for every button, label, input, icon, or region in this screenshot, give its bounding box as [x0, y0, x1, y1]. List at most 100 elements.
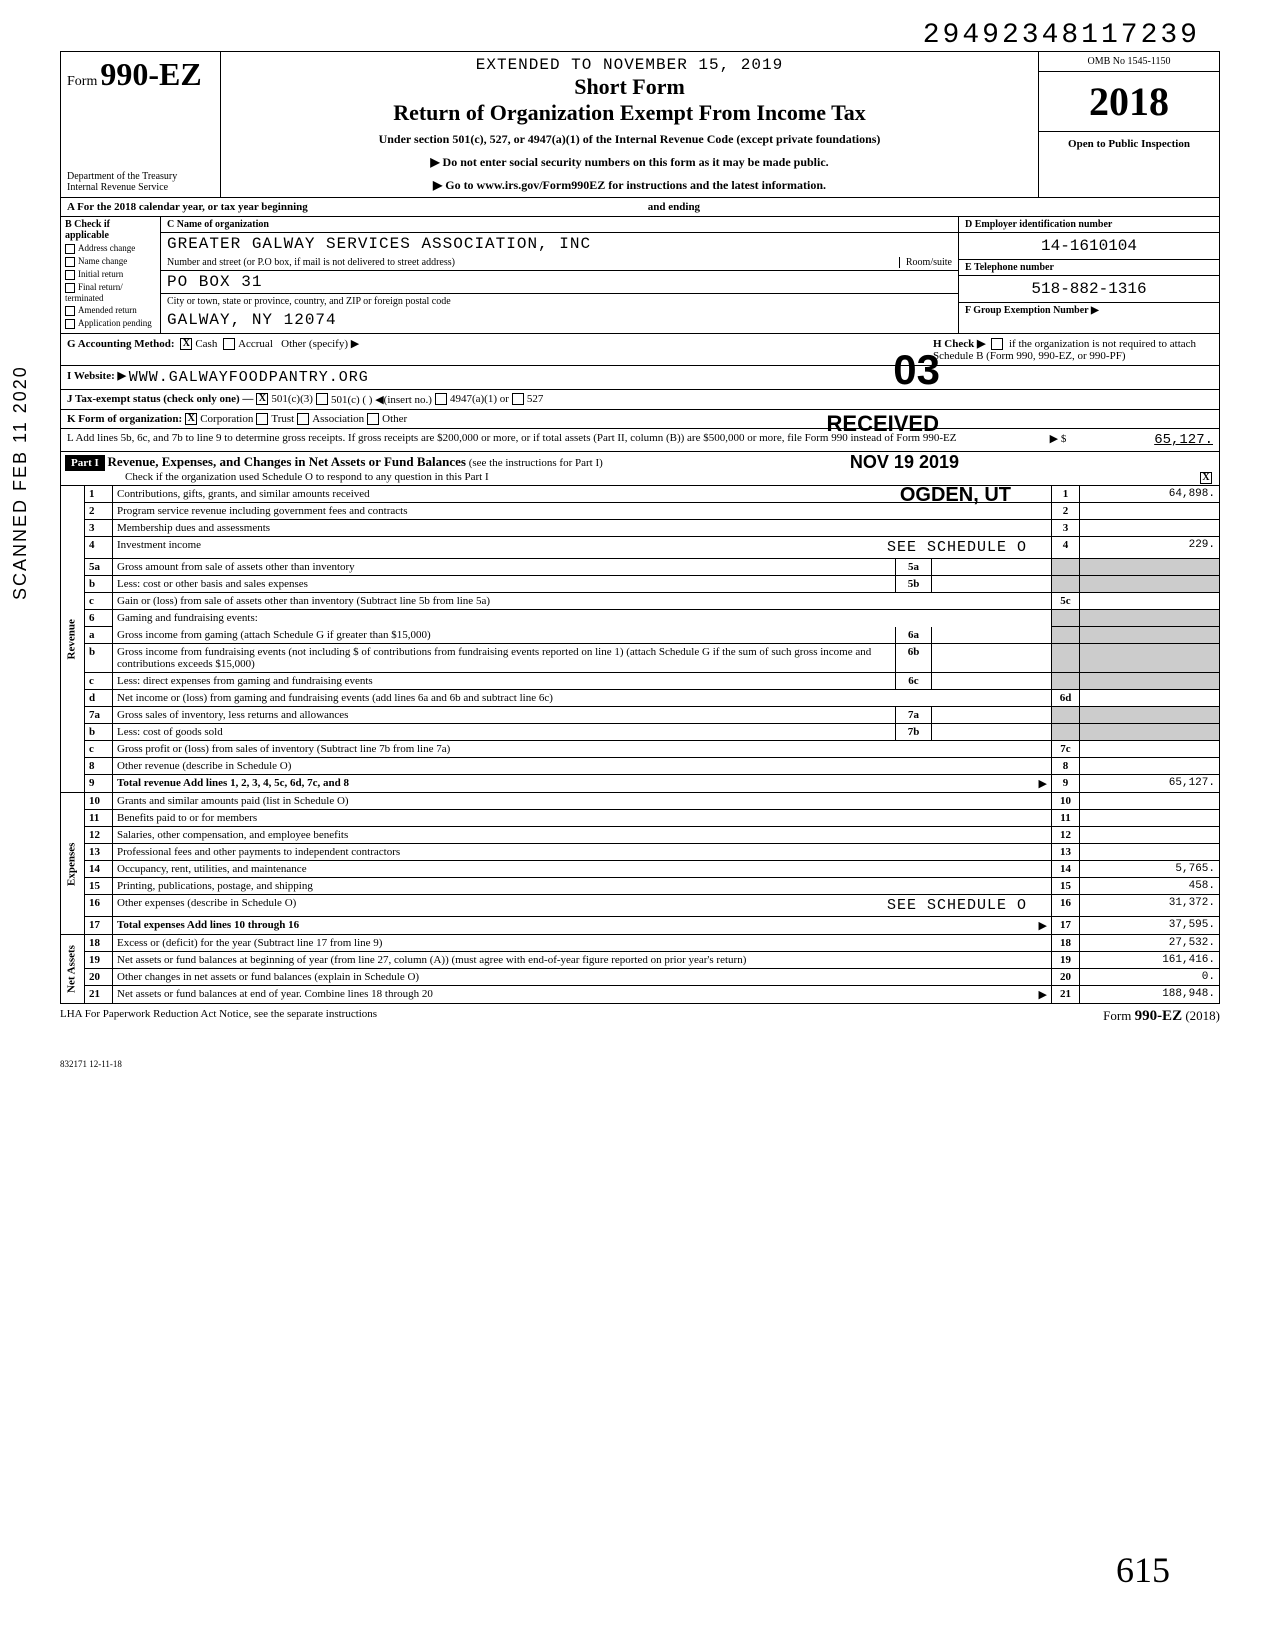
part-i-title: Revenue, Expenses, and Changes in Net As… — [108, 454, 466, 469]
line-19-desc: Net assets or fund balances at beginning… — [113, 952, 1052, 969]
accrual-checkbox[interactable] — [223, 338, 235, 350]
line-18-amount: 27,532. — [1080, 935, 1220, 952]
line-14-amount: 5,765. — [1080, 861, 1220, 878]
i-label: I Website: ▶ — [67, 369, 126, 386]
website-value: WWW.GALWAYFOODPANTRY.ORG — [129, 369, 369, 386]
subcol: 5b — [896, 576, 932, 593]
revenue-section-label: Revenue — [61, 486, 85, 793]
amount — [1080, 741, 1220, 758]
amount — [1080, 810, 1220, 827]
check-address-change[interactable]: Address change — [65, 243, 156, 254]
accrual-label: Accrual — [238, 338, 273, 350]
subcol: 6b — [896, 644, 932, 673]
see-schedule-o: SEE SCHEDULE O — [887, 897, 1027, 914]
line-l: L Add lines 5b, 6c, and 7b to line 9 to … — [60, 429, 1220, 452]
subval — [932, 673, 1052, 690]
line-3-amount — [1080, 520, 1220, 537]
footer: LHA For Paperwork Reduction Act Notice, … — [60, 1004, 1220, 1029]
h-label: H Check ▶ — [933, 338, 985, 350]
gross-receipts: 65,127. — [1073, 432, 1213, 448]
rnum: 20 — [1052, 969, 1080, 986]
schedule-o-checkbox[interactable]: X — [1200, 472, 1212, 484]
room-label: Room/suite — [899, 257, 952, 268]
assoc-label: Association — [312, 413, 364, 425]
other-checkbox[interactable] — [367, 413, 379, 425]
corp-checkbox[interactable]: X — [185, 413, 197, 425]
rnum: 9 — [1052, 775, 1080, 793]
arrow-icon: ▶ — [1039, 988, 1047, 1001]
trust-label: Trust — [271, 413, 294, 425]
subval — [932, 576, 1052, 593]
subcol: 5a — [896, 559, 932, 576]
h-checkbox[interactable] — [991, 338, 1003, 350]
line-16-amount: 31,372. — [1080, 895, 1220, 917]
line-4-desc: Investment incomeSEE SCHEDULE O — [113, 537, 1052, 559]
check-label: Name change — [78, 256, 127, 266]
part-i-header: Part I Revenue, Expenses, and Changes in… — [60, 452, 1220, 486]
amount — [1080, 627, 1220, 644]
line-12-desc: Salaries, other compensation, and employ… — [113, 827, 1052, 844]
d-label: D Employer identification number — [959, 217, 1219, 233]
tax-year: 2018 — [1039, 72, 1219, 132]
check-initial-return[interactable]: Initial return — [65, 269, 156, 280]
lines-table: Revenue 1 Contributions, gifts, grants, … — [60, 486, 1220, 1004]
arrow-icon: ▶ — [1039, 919, 1047, 932]
check-amended[interactable]: Amended return — [65, 305, 156, 316]
line-2-desc: Program service revenue including govern… — [113, 503, 1052, 520]
expenses-section-label: Expenses — [61, 793, 85, 935]
line-19-amount: 161,416. — [1080, 952, 1220, 969]
desc-text: Other expenses (describe in Schedule O) — [117, 897, 296, 909]
subcol: 6c — [896, 673, 932, 690]
trust-checkbox[interactable] — [256, 413, 268, 425]
document-number: 29492348117239 — [60, 20, 1220, 51]
amount — [1080, 610, 1220, 627]
line-20-amount: 0. — [1080, 969, 1220, 986]
501c-checkbox[interactable] — [316, 393, 328, 405]
no-ssn-warning: ▶ Do not enter social security numbers o… — [229, 155, 1030, 170]
rnum: 11 — [1052, 810, 1080, 827]
501c-label: 501(c) ( ) ◀(insert no.) — [331, 393, 432, 406]
assoc-checkbox[interactable] — [297, 413, 309, 425]
amount — [1080, 827, 1220, 844]
subval — [932, 627, 1052, 644]
check-name-change[interactable]: Name change — [65, 256, 156, 267]
501c3-checkbox[interactable]: X — [256, 393, 268, 405]
rnum — [1052, 559, 1080, 576]
amount — [1080, 559, 1220, 576]
line-i: I Website: ▶ WWW.GALWAYFOODPANTRY.ORG — [60, 366, 1220, 390]
line-5b-desc: Less: cost or other basis and sales expe… — [113, 576, 896, 593]
line-a-left: A For the 2018 calendar year, or tax yea… — [67, 201, 308, 213]
department: Department of the Treasury Internal Reve… — [67, 171, 214, 193]
line-4-amount: 229. — [1080, 537, 1220, 559]
arrow-icon: ▶ — [1039, 777, 1047, 790]
section-c: C Name of organization GREATER GALWAY SE… — [161, 217, 959, 333]
cash-checkbox[interactable]: X — [180, 338, 192, 350]
return-title: Return of Organization Exempt From Incom… — [229, 100, 1030, 126]
rnum: 2 — [1052, 503, 1080, 520]
b-header: B Check if applicable — [65, 219, 156, 241]
check-final-return[interactable]: Final return/ terminated — [65, 282, 156, 303]
line-6b-desc: Gross income from fundraising events (no… — [113, 644, 896, 673]
city-label: City or town, state or province, country… — [161, 294, 958, 309]
line-20-desc: Other changes in net assets or fund bala… — [113, 969, 1052, 986]
amount — [1080, 707, 1220, 724]
short-form-title: Short Form — [229, 74, 1030, 100]
line-j: J Tax-exempt status (check only one) — X… — [60, 390, 1220, 410]
line-6a-desc: Gross income from gaming (attach Schedul… — [113, 627, 896, 644]
street-label: Number and street (or P.O box, if mail i… — [167, 257, 899, 268]
line-17-desc: Total expenses Add lines 10 through 16▶ — [113, 917, 1052, 935]
line-14-desc: Occupancy, rent, utilities, and maintena… — [113, 861, 1052, 878]
check-label: Initial return — [78, 269, 123, 279]
rnum — [1052, 627, 1080, 644]
check-label: Address change — [78, 243, 135, 253]
check-pending[interactable]: Application pending — [65, 318, 156, 329]
4947-label: 4947(a)(1) or — [450, 393, 509, 406]
subval — [932, 724, 1052, 741]
527-checkbox[interactable] — [512, 393, 524, 405]
c-label: C Name of organization — [167, 219, 269, 230]
form-ref: Form 990-EZ (2018) — [1103, 1008, 1220, 1025]
4947-checkbox[interactable] — [435, 393, 447, 405]
amount — [1080, 758, 1220, 775]
rnum — [1052, 576, 1080, 593]
line-15-amount: 458. — [1080, 878, 1220, 895]
